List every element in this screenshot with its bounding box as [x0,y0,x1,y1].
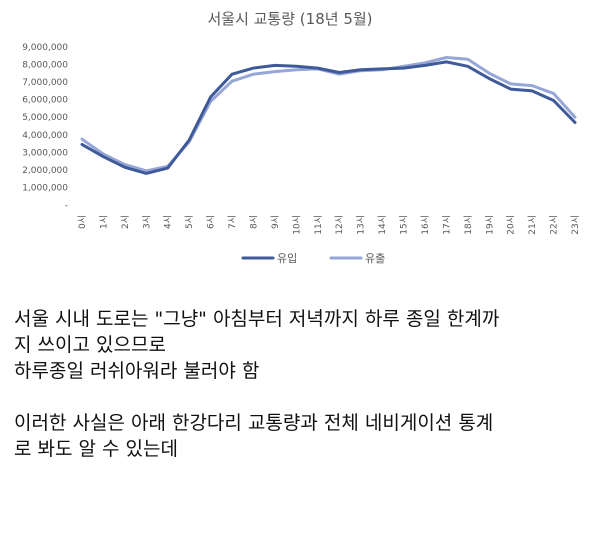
y-tick-label: 3,000,000 [22,148,68,158]
x-tick-label: 8시 [248,215,259,229]
x-tick-label: 9시 [270,215,281,229]
y-tick-label: 4,000,000 [22,131,68,141]
x-tick-label: 20시 [506,215,517,235]
legend-label: 유입 [277,252,297,265]
y-tick-label: 9,000,000 [22,43,68,53]
x-tick-label: 13시 [356,215,367,235]
x-tick-label: 2시 [120,215,131,229]
x-tick-label: 7시 [227,215,238,229]
series-line-1 [80,60,577,175]
paragraph-gap [14,384,594,410]
y-tick-label: 2,000,000 [22,166,68,176]
x-tick-label: 6시 [206,215,217,229]
x-tick-label: 23시 [570,215,581,235]
x-tick-label: 14시 [377,215,388,235]
y-tick-label: 6,000,000 [22,96,68,106]
x-tick-label: 11시 [313,215,324,235]
paragraph-line-4: 이러한 사실은 아래 한강다리 교통량과 전체 네비게이션 통계 [14,412,494,434]
series-line-2 [80,56,577,173]
x-tick-label: 19시 [484,215,495,235]
x-tick-label: 0시 [77,215,88,229]
chart-title: 서울시 교통량 (18년 5월) [207,10,372,28]
y-tick-label: 1,000,000 [22,183,68,193]
x-tick-label: 4시 [163,215,174,229]
chart-legend: 유입 유출 [241,252,385,265]
paragraph-line-5: 로 봐도 알 수 있는데 [14,438,178,460]
y-tick-label: 5,000,000 [22,113,68,123]
x-tick-label: 10시 [291,215,302,235]
x-tick-label: 15시 [399,215,410,235]
y-tick-label: 7,000,000 [22,78,68,88]
x-tick-label: 1시 [98,215,109,229]
paragraph-line-1: 서울 시내 도로는 "그냥" 아침부터 저녁까지 하루 종일 한계까 [14,308,500,330]
x-tick-label: 5시 [184,215,195,229]
x-axis: 0시 1시 2시 3시 4시 5시 6시 7시 8시 9시 10시 11시 12시 13시 14시 15시 16… [77,215,581,235]
x-tick-label: 21시 [527,215,538,235]
paragraph-line-2: 지 쓰이고 있으므로 [14,334,166,356]
x-tick-label: 17시 [441,215,452,235]
x-tick-label: 12시 [334,215,345,235]
x-tick-label: 3시 [141,215,152,229]
y-tick-label: 8,000,000 [22,61,68,71]
traffic-line-chart: 서울시 교통량 (18년 5월) - 1,000,000 2,000,000 3,00… [22,10,581,265]
y-tick-label: - [65,201,68,211]
y-axis: - 1,000,000 2,000,000 3,000,000 4,000,000 5,0… [22,43,68,211]
body-text: 서울 시내 도로는 "그냥" 아침부터 저녁까지 하루 종일 한계까 지 쓰이고… [14,306,594,462]
x-tick-label: 22시 [549,215,560,235]
paragraph-line-3: 하루종일 러쉬아워라 불러야 함 [14,360,260,382]
legend-label: 유출 [365,252,385,265]
x-tick-label: 16시 [420,215,431,235]
series-lines [80,56,577,175]
x-tick-label: 18시 [463,215,474,235]
